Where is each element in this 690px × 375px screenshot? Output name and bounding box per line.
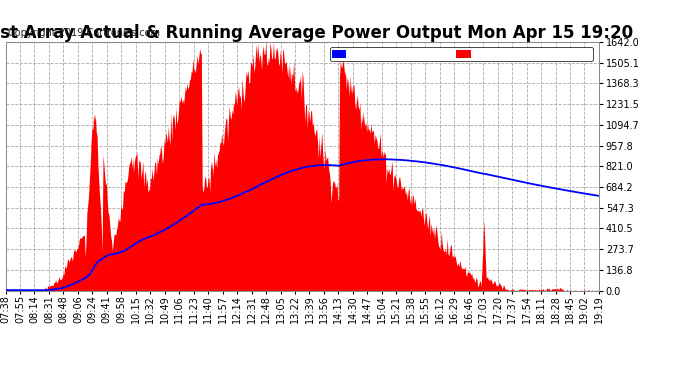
- Legend: Average  (DC Watts), West Array  (DC Watts): Average (DC Watts), West Array (DC Watts…: [330, 47, 593, 61]
- Text: Copyright 2019 Cartronics.com: Copyright 2019 Cartronics.com: [8, 28, 160, 38]
- Title: West Array Actual & Running Average Power Output Mon Apr 15 19:20: West Array Actual & Running Average Powe…: [0, 24, 633, 42]
